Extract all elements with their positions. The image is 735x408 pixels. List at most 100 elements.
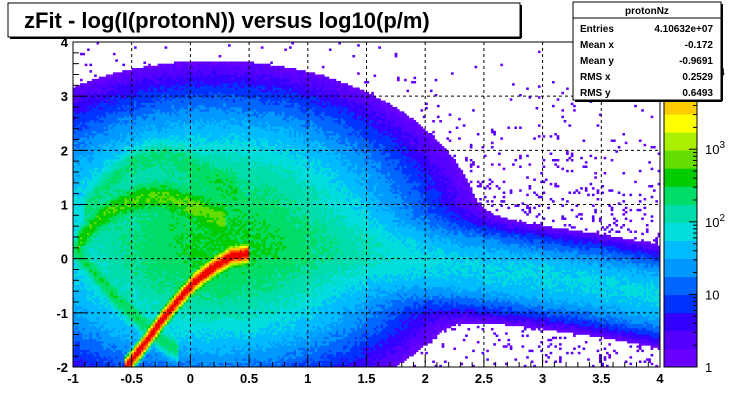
heatmap-cell: [143, 328, 147, 331]
heatmap-cell: [87, 191, 90, 194]
heatmap-cell: [73, 167, 76, 171]
heatmap-cell: [134, 146, 137, 149]
heatmap-cell: [155, 328, 158, 331]
heatmap-cell: [131, 208, 135, 212]
heatmap-cell: [87, 315, 90, 318]
heatmap-cell: [91, 130, 95, 134]
heatmap-cell: [75, 172, 78, 175]
heatmap-cell: [141, 312, 144, 316]
heatmap-cell: [80, 271, 83, 275]
heatmap-cell: [115, 72, 118, 75]
heatmap-cell: [112, 91, 116, 95]
heatmap-cell: [157, 206, 161, 210]
heatmap-cell: [94, 276, 97, 279]
heatmap-cell: [105, 293, 109, 296]
heatmap-cell: [103, 161, 107, 164]
heatmap-cell: [127, 176, 130, 179]
heatmap-cell: [119, 273, 123, 277]
heatmap-cell: [77, 165, 81, 168]
heatmap-cell: [127, 256, 130, 259]
heatmap-cell: [105, 148, 109, 151]
heatmap-cell: [110, 174, 114, 177]
heatmap-cell: [105, 81, 109, 84]
heatmap-cell: [105, 258, 109, 262]
heatmap-cell: [148, 354, 151, 357]
heatmap-cell: [136, 319, 140, 322]
heatmap-cell: [131, 295, 135, 298]
heatmap-cell: [87, 302, 90, 305]
heatmap-cell: [122, 102, 125, 106]
heatmap-cell: [143, 338, 147, 342]
heatmap-cell: [110, 104, 114, 108]
heatmap-cell: [129, 319, 132, 322]
heatmap-cell: [143, 122, 147, 125]
heatmap-cell: [138, 291, 142, 294]
heatmap-cell: [150, 221, 154, 225]
heatmap-cell: [134, 312, 137, 316]
heatmap-cell: [136, 358, 140, 361]
heatmap-cell: [124, 135, 128, 138]
heatmap-cell: [124, 345, 128, 348]
heatmap-cell: [119, 91, 123, 95]
heatmap-cell: [75, 104, 78, 108]
heatmap-cell: [119, 338, 123, 342]
heatmap-cell: [82, 293, 86, 296]
heatmap-cell: [94, 341, 97, 344]
heatmap-cell: [119, 143, 123, 147]
heatmap-cell: [87, 94, 90, 97]
heatmap-cell: [87, 81, 90, 84]
heatmap-cell: [96, 217, 100, 220]
heatmap-cell: [89, 215, 93, 218]
heatmap-cell: [138, 109, 142, 112]
heatmap-cell: [82, 102, 86, 106]
heatmap-cell: [150, 336, 154, 340]
heatmap-cell: [94, 358, 97, 361]
heatmap-cell: [115, 130, 118, 134]
heatmap-cell: [94, 213, 97, 216]
heatmap-cell: [105, 180, 109, 184]
heatmap-cell: [143, 133, 147, 136]
heatmap-cell: [84, 120, 88, 123]
heatmap-cell: [138, 362, 142, 366]
heatmap-cell: [127, 330, 130, 333]
heatmap-cell: [117, 91, 121, 95]
heatmap-cell: [148, 198, 151, 201]
heatmap-cell: [110, 325, 114, 329]
heatmap-cell: [89, 217, 93, 220]
heatmap-cell: [105, 94, 109, 97]
heatmap-cell: [87, 146, 90, 149]
heatmap-cell: [138, 356, 142, 359]
heatmap-cell: [101, 200, 104, 203]
heatmap-cell: [129, 345, 132, 348]
heatmap-cell: [127, 148, 130, 151]
heatmap-cell: [110, 165, 114, 168]
heatmap-cell: [129, 224, 132, 227]
heatmap-cell: [150, 135, 154, 138]
heatmap-cell: [75, 215, 78, 218]
heatmap-cell: [75, 276, 78, 279]
heatmap-cell: [119, 312, 123, 316]
heatmap-cell: [98, 193, 102, 197]
heatmap-cell: [117, 338, 121, 342]
heatmap-cell: [122, 271, 125, 275]
heatmap-cell: [80, 325, 83, 329]
heatmap-cell: [124, 128, 128, 132]
heatmap-cell: [131, 230, 135, 233]
heatmap-cell: [101, 362, 104, 366]
heatmap-cell: [157, 182, 161, 186]
heatmap-cell: [141, 198, 144, 201]
heatmap-cell: [112, 187, 116, 190]
heatmap-cell: [122, 343, 125, 346]
heatmap-cell: [143, 308, 147, 311]
heatmap-cell: [117, 143, 121, 147]
heatmap-cell: [152, 332, 156, 335]
heatmap-cell: [101, 284, 104, 288]
heatmap-cell: [108, 334, 111, 337]
heatmap-cell: [112, 302, 116, 305]
heatmap-cell: [143, 241, 147, 244]
heatmap-cell: [138, 133, 142, 136]
heatmap-cell: [136, 104, 140, 108]
heatmap-cell: [112, 152, 116, 155]
heatmap-cell: [145, 146, 149, 149]
heatmap-cell: [138, 104, 142, 108]
